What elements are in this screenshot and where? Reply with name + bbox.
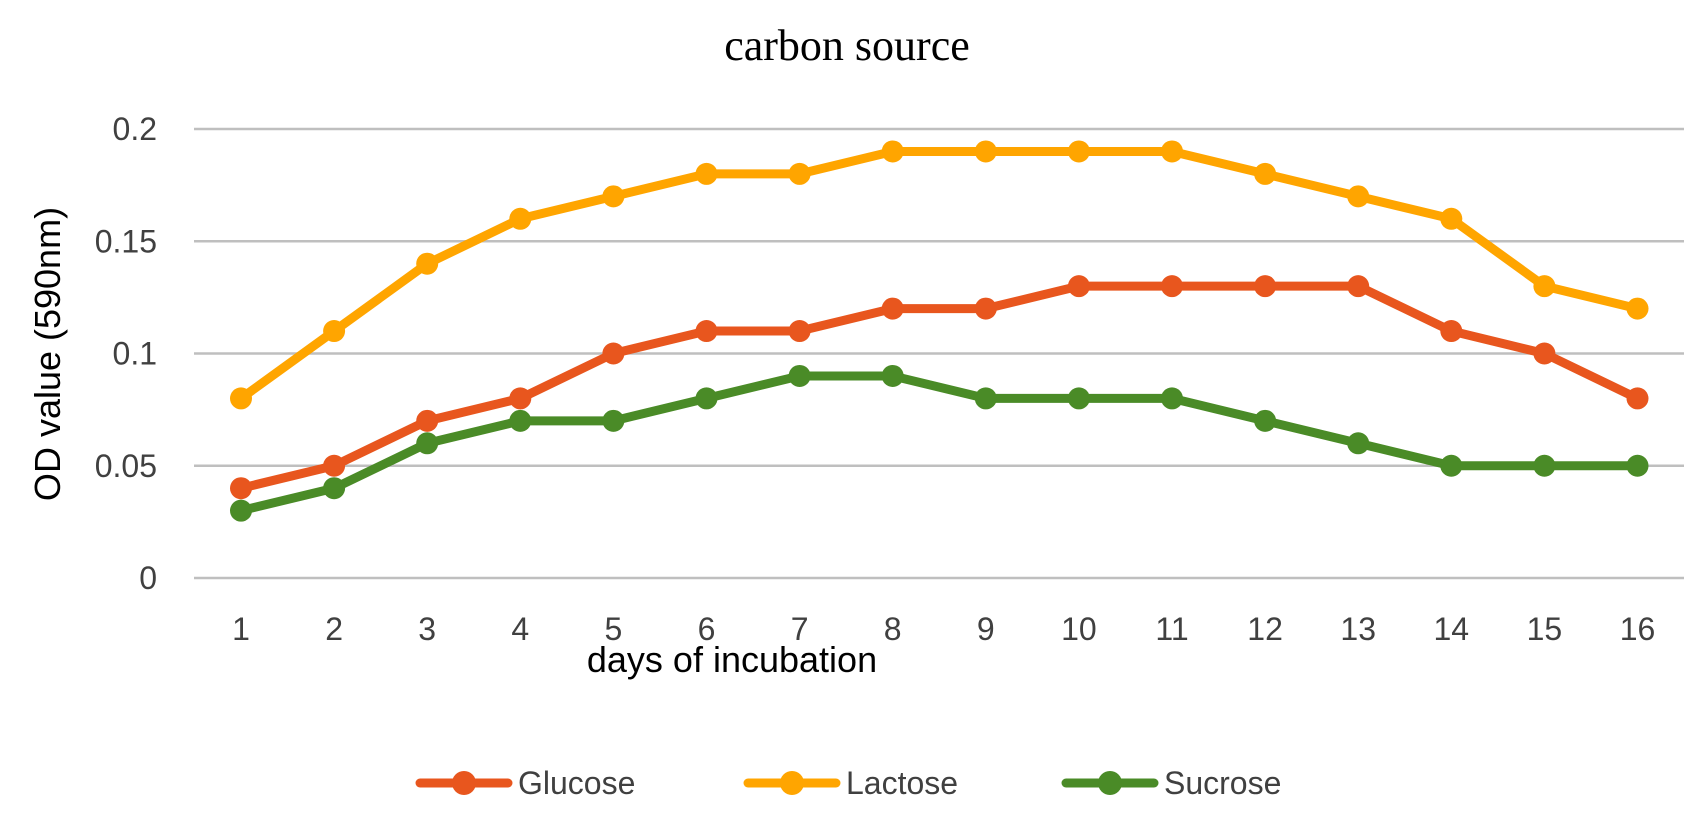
data-point	[602, 342, 625, 365]
x-tick-label: 16	[1620, 611, 1656, 647]
data-point	[416, 432, 439, 455]
x-tick-label: 15	[1527, 611, 1563, 647]
x-axis-title: days of incubation	[587, 639, 877, 680]
data-point	[230, 477, 252, 500]
data-point	[1067, 275, 1090, 298]
data-point	[416, 409, 439, 432]
data-point	[695, 387, 718, 410]
x-tick-label: 5	[605, 611, 623, 647]
data-point	[1161, 140, 1183, 163]
x-tick-label: 1	[232, 611, 250, 647]
x-tick-label: 8	[884, 611, 902, 647]
data-point	[1067, 140, 1090, 163]
y-tick-label: 0.05	[95, 448, 157, 484]
data-point	[1533, 342, 1556, 365]
legend: Glucose Lactose Sucrose	[415, 765, 1281, 801]
data-point	[1626, 454, 1649, 477]
legend-item-sucrose: Sucrose	[1061, 765, 1281, 801]
data-point	[1626, 297, 1649, 320]
legend-label: Lactose	[846, 765, 958, 801]
x-tick-label: 9	[977, 611, 995, 647]
y-tick-label: 0.1	[113, 336, 157, 372]
legend-marker	[780, 771, 804, 795]
x-tick-label: 2	[325, 611, 343, 647]
x-tick-label: 11	[1155, 611, 1188, 647]
y-tick-label: 0	[139, 560, 157, 596]
data-point	[1440, 207, 1463, 230]
data-point	[323, 454, 346, 477]
x-tick-label: 4	[511, 611, 529, 647]
data-point	[974, 297, 997, 320]
legend-item-glucose: Glucose	[415, 765, 635, 801]
data-point	[881, 297, 904, 320]
x-axis-ticks: 1 2 3 4 5 6 7 8 9 10 11 12 13 14 15 16	[232, 611, 1655, 647]
x-tick-label: 6	[698, 611, 716, 647]
legend-marker	[452, 771, 476, 795]
plot-series	[230, 140, 1649, 522]
y-axis-title: OD value (590nm)	[27, 207, 68, 501]
series-line	[236, 281, 1642, 493]
data-point	[323, 477, 346, 500]
data-point	[881, 364, 904, 387]
gridlines	[194, 127, 1684, 580]
data-point	[1440, 454, 1463, 477]
data-point	[974, 140, 997, 163]
data-point	[509, 387, 532, 410]
data-point	[230, 387, 252, 410]
data-point	[1254, 275, 1277, 298]
data-point	[323, 320, 346, 343]
series-glucose	[230, 275, 1649, 500]
data-point	[230, 499, 252, 522]
data-point	[509, 207, 532, 230]
data-point	[1626, 387, 1649, 410]
data-point	[1533, 454, 1556, 477]
data-point	[1254, 409, 1277, 432]
data-point	[695, 320, 718, 343]
data-point	[1347, 275, 1370, 298]
y-tick-label: 0.15	[95, 223, 157, 259]
x-tick-label: 14	[1434, 611, 1470, 647]
data-point	[695, 162, 718, 185]
series-line	[236, 371, 1642, 516]
data-point	[1161, 275, 1183, 298]
legend-label: Sucrose	[1164, 765, 1281, 801]
x-tick-label: 10	[1061, 611, 1097, 647]
x-tick-label: 12	[1247, 611, 1283, 647]
data-point	[1347, 432, 1370, 455]
data-point	[1161, 387, 1183, 410]
data-point	[881, 140, 904, 163]
x-tick-label: 13	[1340, 611, 1376, 647]
y-tick-label: 0.2	[113, 111, 157, 147]
data-point	[602, 409, 625, 432]
data-point	[602, 185, 625, 208]
series-lactose	[230, 140, 1649, 410]
x-tick-label: 7	[791, 611, 809, 647]
legend-item-lactose: Lactose	[743, 765, 958, 801]
data-point	[788, 364, 811, 387]
series-line	[236, 146, 1642, 403]
data-point	[509, 409, 532, 432]
data-point	[416, 252, 439, 275]
series-sucrose	[230, 364, 1649, 522]
y-axis-ticks: 0 0.05 0.1 0.15 0.2	[95, 111, 157, 596]
x-tick-label: 3	[418, 611, 436, 647]
legend-label: Glucose	[518, 765, 635, 801]
data-point	[1533, 275, 1556, 298]
data-point	[1254, 162, 1277, 185]
data-point	[788, 320, 811, 343]
data-point	[788, 162, 811, 185]
legend-marker	[1098, 771, 1122, 795]
data-point	[974, 387, 997, 410]
data-point	[1067, 387, 1090, 410]
data-point	[1440, 320, 1463, 343]
chart-title: carbon source	[724, 21, 970, 70]
data-point	[1347, 185, 1370, 208]
